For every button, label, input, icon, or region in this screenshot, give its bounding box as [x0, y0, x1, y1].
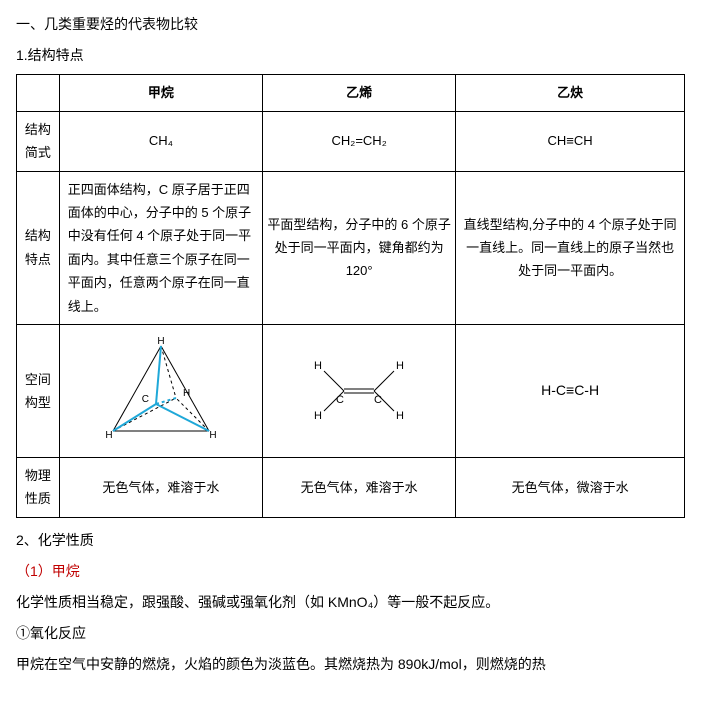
- cell-shape-methane: H H H H C: [59, 324, 262, 457]
- cell-shape-ethylene: C C H H H H: [263, 324, 456, 457]
- rowlabel-physical: 物理性质: [17, 457, 60, 517]
- row-physical: 物理性质 无色气体，难溶于水 无色气体，难溶于水 无色气体，微溶于水: [17, 457, 685, 517]
- label-h-ul: H: [314, 360, 322, 372]
- label-h-bl: H: [105, 430, 112, 441]
- label-h-ur: H: [396, 360, 404, 372]
- subheading-2: 2、化学性质: [16, 528, 685, 553]
- row-formula: 结构简式 CH₄ CH₂=CH₂ CH≡CH: [17, 111, 685, 171]
- section-heading: 一、几类重要烃的代表物比较: [16, 12, 685, 37]
- row-structure: 结构特点 正四面体结构，C 原子居于正四面体的中心，分子中的 5 个原子中没有任…: [17, 171, 685, 324]
- rowlabel-shape: 空间构型: [17, 324, 60, 457]
- p-combustion-heat: 890kJ/mol: [398, 656, 462, 672]
- header-ethylene: 乙烯: [263, 75, 456, 111]
- label-h-top: H: [157, 336, 164, 347]
- cell-phys-ethylene: 无色气体，难溶于水: [263, 457, 456, 517]
- header-methane: 甲烷: [59, 75, 262, 111]
- p-stability-kmno4: KMnO₄: [328, 594, 373, 610]
- comparison-table: 甲烷 乙烯 乙炔 结构简式 CH₄ CH₂=CH₂ CH≡CH 结构特点 正四面…: [16, 74, 685, 517]
- p-combustion-c: ，则燃烧的热: [462, 656, 546, 672]
- cell-formula-ethylene: CH₂=CH₂: [263, 111, 456, 171]
- tetrahedron-icon: H H H H C: [101, 336, 221, 446]
- p-combustion: 甲烷在空气中安静的燃烧，火焰的颜色为淡蓝色。其燃烧热为 890kJ/mol，则燃…: [16, 652, 685, 677]
- cell-formula-methane: CH₄: [59, 111, 262, 171]
- label-c-left: C: [336, 394, 344, 406]
- rowlabel-structure: 结构特点: [17, 171, 60, 324]
- header-blank: [17, 75, 60, 111]
- p-combustion-a: 甲烷在空气中安静的燃烧，火焰的颜色为淡蓝色。其燃烧热为: [16, 656, 398, 672]
- rowlabel-formula: 结构简式: [17, 111, 60, 171]
- cell-struct-ethyne: 直线型结构,分子中的 4 个原子处于同一直线上。同一直线上的原子当然也处于同一平…: [456, 171, 685, 324]
- p-stability-a: 化学性质相当稳定，跟强酸、强碱或强氧化剂（如: [16, 594, 328, 610]
- label-h-back: H: [183, 388, 190, 399]
- cell-formula-ethyne: CH≡CH: [456, 111, 685, 171]
- cell-struct-ethylene: 平面型结构，分子中的 6 个原子处于同一平面内，键角都约为 120°: [263, 171, 456, 324]
- cell-phys-ethyne: 无色气体，微溶于水: [456, 457, 685, 517]
- ethyne-linear-text: H-C≡C-H: [541, 382, 599, 398]
- p-oxidation-title: ①氧化反应: [16, 621, 685, 646]
- row-shape: 空间构型 H H H H C: [17, 324, 685, 457]
- label-c-right: C: [374, 394, 382, 406]
- header-ethyne: 乙炔: [456, 75, 685, 111]
- table-header-row: 甲烷 乙烯 乙炔: [17, 75, 685, 111]
- label-c-center: C: [142, 394, 149, 405]
- cell-shape-ethyne: H-C≡C-H: [456, 324, 685, 457]
- subheading-1: 1.结构特点: [16, 43, 685, 68]
- label-h-lr: H: [396, 410, 404, 422]
- cell-phys-methane: 无色气体，难溶于水: [59, 457, 262, 517]
- label-h-ll: H: [314, 410, 322, 422]
- p-stability: 化学性质相当稳定，跟强酸、强碱或强氧化剂（如 KMnO₄）等一般不起反应。: [16, 590, 685, 615]
- cell-struct-methane: 正四面体结构，C 原子居于正四面体的中心，分子中的 5 个原子中没有任何 4 个…: [59, 171, 262, 324]
- label-h-br: H: [209, 430, 216, 441]
- ethylene-icon: C C H H H H: [294, 351, 424, 431]
- p-stability-c: ）等一般不起反应。: [373, 594, 499, 610]
- p-methane-title: （1）甲烷: [16, 559, 685, 584]
